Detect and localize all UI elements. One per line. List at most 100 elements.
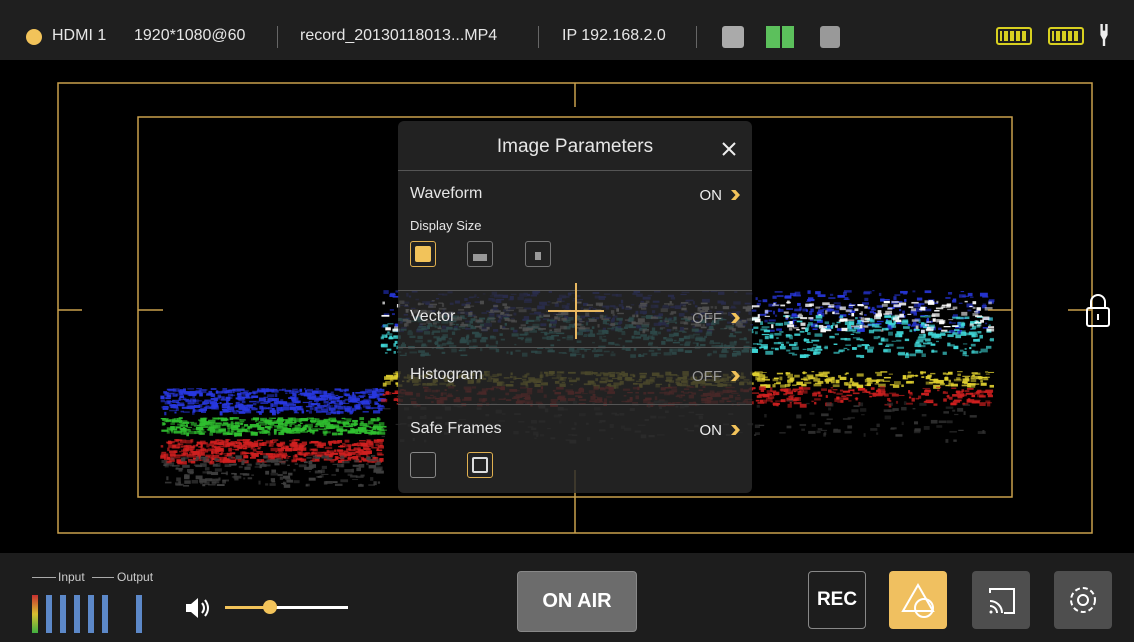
waveform-noise xyxy=(767,322,775,324)
rec-button[interactable]: REC xyxy=(808,571,866,629)
waveform-noise xyxy=(299,443,303,446)
waveform-noise xyxy=(840,337,847,341)
waveform-noise xyxy=(201,431,207,433)
waveform-noise xyxy=(848,400,852,402)
waveform-noise xyxy=(252,395,259,398)
waveform-noise xyxy=(938,420,947,424)
waveform-noise xyxy=(226,432,233,435)
waveform-noise xyxy=(269,483,276,486)
item-state[interactable]: OFF xyxy=(692,310,722,327)
waveform-noise xyxy=(920,322,927,327)
waveform-noise xyxy=(303,388,307,390)
waveform-noise xyxy=(780,343,784,346)
waveform-noise xyxy=(883,409,892,412)
waveform-noise xyxy=(181,423,185,425)
waveform-noise xyxy=(195,456,199,460)
waveform-noise xyxy=(308,460,313,465)
settings-button[interactable] xyxy=(1054,571,1112,629)
waveform-noise xyxy=(884,393,889,397)
waveform-noise xyxy=(828,407,832,411)
waveform-noise xyxy=(856,384,864,389)
volume-knob[interactable] xyxy=(263,600,277,614)
waveform-noise xyxy=(249,424,257,428)
waveform-noise xyxy=(282,423,287,427)
size-large[interactable] xyxy=(410,241,436,267)
item-state[interactable]: ON xyxy=(699,187,723,204)
waveform-noise xyxy=(853,328,861,330)
waveform-noise xyxy=(779,376,783,381)
waveform-noise xyxy=(355,392,363,394)
close-button[interactable] xyxy=(720,135,738,161)
size-medium[interactable] xyxy=(467,241,493,267)
volume-slider[interactable] xyxy=(225,606,348,609)
cast-button[interactable] xyxy=(972,571,1030,629)
waveform-noise xyxy=(264,422,270,425)
waveform-noise xyxy=(376,461,381,465)
waveform-noise xyxy=(166,457,174,460)
waveform-noise xyxy=(788,395,794,398)
waveform-noise xyxy=(898,302,907,306)
waveform-noise xyxy=(233,425,239,429)
waveform-noise xyxy=(176,404,185,407)
on-air-button[interactable]: ON AIR xyxy=(517,571,637,632)
meter xyxy=(32,595,38,633)
waveform-noise xyxy=(913,303,919,308)
waveform-noise xyxy=(355,453,361,458)
ip: IP 192.168.2.0 xyxy=(562,27,666,44)
waveform-noise xyxy=(259,405,264,410)
waveform-noise xyxy=(349,397,357,399)
output-label: Output xyxy=(117,570,154,584)
waveform-noise xyxy=(975,383,980,386)
safe-frame-off[interactable] xyxy=(410,452,436,478)
waveform-noise xyxy=(172,400,175,402)
waveform-noise xyxy=(229,417,238,419)
waveform-noise xyxy=(924,315,931,318)
waveform-noise xyxy=(876,373,882,377)
waveform-noise xyxy=(925,399,934,404)
waveform-noise xyxy=(888,373,893,375)
waveform-noise xyxy=(907,374,914,378)
waveform-noise xyxy=(964,348,967,350)
waveform-noise xyxy=(370,464,376,468)
waveform-noise xyxy=(321,398,328,400)
waveform-noise xyxy=(835,306,843,309)
waveform-noise xyxy=(800,378,808,380)
waveform-noise xyxy=(223,409,229,413)
waveform-noise xyxy=(973,399,981,402)
waveform-noise xyxy=(979,292,988,297)
waveform-noise xyxy=(303,424,307,427)
item-label: Vector xyxy=(410,308,456,325)
waveform-noise xyxy=(832,322,835,326)
waveform-noise xyxy=(256,400,260,404)
waveform-noise xyxy=(341,461,350,464)
waveform-noise xyxy=(756,343,762,346)
waveform-noise xyxy=(336,428,340,433)
waveform-noise xyxy=(783,311,789,314)
safe-frame-on[interactable] xyxy=(467,452,493,478)
waveform-noise xyxy=(173,418,179,422)
size-small[interactable] xyxy=(525,241,551,267)
waveform-noise xyxy=(961,389,965,392)
waveform-noise xyxy=(372,425,377,429)
waveform-noise xyxy=(274,441,277,443)
waveform-noise xyxy=(386,333,393,335)
waveform-noise xyxy=(294,390,300,393)
waveform-noise xyxy=(908,390,911,394)
waveform-noise xyxy=(372,388,377,391)
waveform-noise xyxy=(385,381,391,385)
scope-button[interactable] xyxy=(889,571,947,629)
waveform-noise xyxy=(181,406,190,409)
waveform-noise xyxy=(953,345,959,350)
waveform-noise xyxy=(323,405,327,408)
waveform-noise xyxy=(906,402,913,405)
waveform-noise xyxy=(251,443,259,446)
item-state[interactable]: OFF xyxy=(692,368,722,385)
waveform-noise xyxy=(210,424,214,427)
item-state[interactable]: ON xyxy=(699,422,723,439)
waveform-noise xyxy=(270,478,276,482)
waveform-noise xyxy=(962,375,971,377)
waveform-noise xyxy=(234,478,239,481)
waveform-noise xyxy=(761,333,770,336)
waveform-noise xyxy=(808,376,814,380)
waveform-noise xyxy=(222,442,231,446)
